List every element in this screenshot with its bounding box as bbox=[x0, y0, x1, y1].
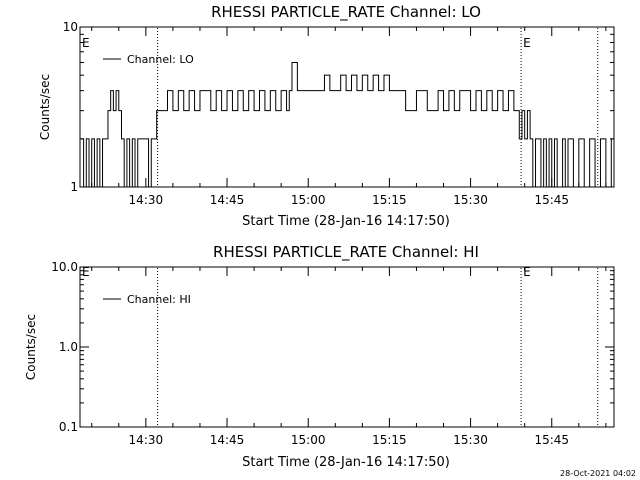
x-tick-label: 15:00 bbox=[291, 433, 326, 447]
x-tick-label: 15:15 bbox=[372, 433, 407, 447]
chart-lo-x-ticks: 14:30 14:45 15:00 15:15 15:30 15:45 bbox=[91, 27, 607, 207]
x-tick-label: 15:45 bbox=[534, 193, 569, 207]
chart-lo: RHESSI PARTICLE_RATE Channel: LO 10 1 14:… bbox=[38, 3, 615, 229]
chart-lo-event-markers: E bbox=[157, 28, 599, 186]
chart-lo-series-line bbox=[80, 61, 614, 188]
y-tick-label: 10 bbox=[63, 20, 78, 34]
chart-lo-legend: Channel: LO bbox=[103, 53, 194, 66]
x-tick-label: 14:45 bbox=[210, 193, 245, 207]
chart-lo-legend-label: Channel: LO bbox=[127, 53, 194, 66]
chart-hi: RHESSI PARTICLE_RATE Channel: HI 10.0 1.0… bbox=[24, 243, 615, 470]
chart-lo-xlabel: Start Time (28-Jan-16 14:17:50) bbox=[242, 214, 450, 229]
x-tick-label: 15:30 bbox=[453, 193, 488, 207]
chart-hi-y-ticks: 10.0 1.0 0.1 bbox=[51, 260, 614, 434]
x-tick-label: 15:15 bbox=[372, 193, 407, 207]
chart-hi-xlabel: Start Time (28-Jan-16 14:17:50) bbox=[242, 455, 450, 470]
chart-hi-frame bbox=[79, 266, 615, 428]
chart-hi-x-ticks: 14:30 14:45 15:00 15:15 15:30 15:45 bbox=[91, 267, 607, 447]
y-tick-label: 1 bbox=[70, 180, 78, 194]
x-tick-label: 15:45 bbox=[534, 433, 569, 447]
footer-timestamp: 28-Oct-2021 04:02 bbox=[560, 469, 636, 478]
chart-lo-title: RHESSI PARTICLE_RATE Channel: LO bbox=[211, 3, 481, 22]
x-tick-label: 15:00 bbox=[291, 193, 326, 207]
x-tick-label: 14:30 bbox=[129, 433, 164, 447]
chart-lo-ylabel: Counts/sec bbox=[38, 74, 52, 140]
chart-lo-y-ticks: 10 1 bbox=[63, 20, 614, 194]
chart-hi-legend: Channel: HI bbox=[103, 293, 191, 306]
event-marker-label: E bbox=[523, 36, 531, 50]
chart-lo-frame bbox=[79, 26, 615, 188]
chart-hi-ylabel: Counts/sec bbox=[24, 314, 38, 380]
chart-hi-title: RHESSI PARTICLE_RATE Channel: HI bbox=[213, 243, 479, 262]
event-marker-label: E bbox=[523, 265, 531, 279]
x-tick-label: 15:30 bbox=[453, 433, 488, 447]
x-tick-label: 14:30 bbox=[129, 193, 164, 207]
y-tick-label: 0.1 bbox=[59, 420, 78, 434]
chart-lo-start-marker: E bbox=[82, 36, 90, 50]
x-tick-label: 14:45 bbox=[210, 433, 245, 447]
chart-hi-start-marker: E bbox=[82, 265, 90, 279]
chart-hi-event-markers: E bbox=[157, 265, 599, 426]
chart-hi-legend-label: Channel: HI bbox=[127, 293, 191, 306]
y-tick-label: 10.0 bbox=[51, 260, 78, 274]
y-tick-label: 1.0 bbox=[59, 340, 78, 354]
